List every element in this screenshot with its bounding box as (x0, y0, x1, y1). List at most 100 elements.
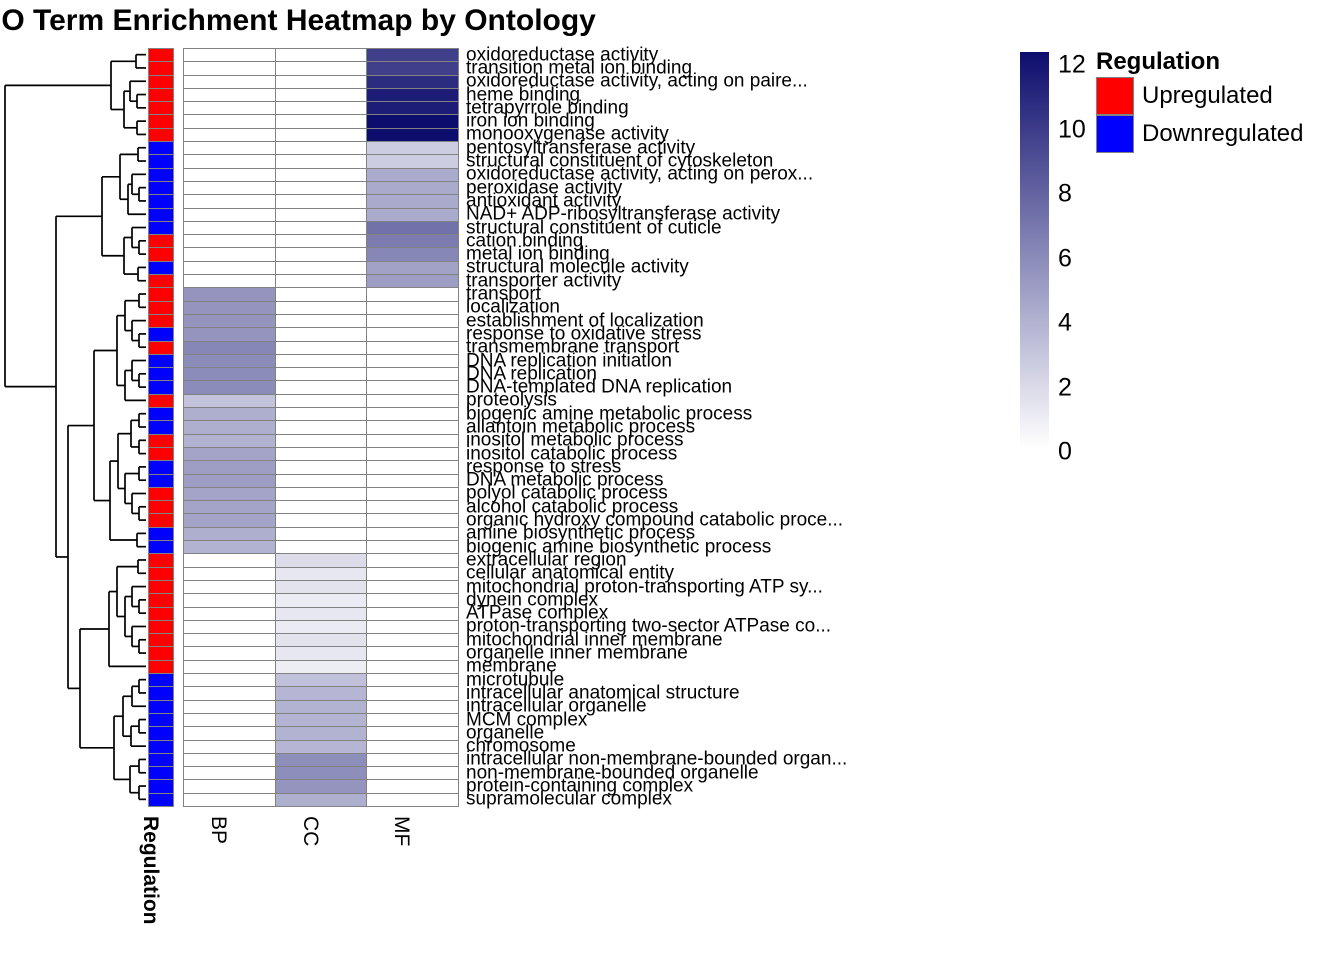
column-label: BP (206, 816, 230, 845)
row-label: cellular anatomical entity (466, 562, 675, 584)
heatmap-cell (274, 141, 368, 156)
heatmap-cell (366, 141, 460, 156)
heatmap-cell (366, 633, 460, 648)
heatmap-cell (183, 234, 276, 249)
heatmap-cell (366, 513, 460, 528)
row-label: intracellular anatomical structure (466, 682, 740, 704)
column-label: CC (298, 816, 322, 847)
heatmap-cell (274, 327, 368, 342)
regulation-cell (148, 260, 174, 276)
row-label: supramolecular complex (466, 788, 672, 810)
heatmap-cell (366, 247, 460, 262)
heatmap-cell (274, 167, 368, 183)
heatmap-cell (366, 726, 460, 741)
heatmap-cell (274, 726, 368, 741)
regulation-cell (148, 659, 174, 675)
heatmap-cell (183, 712, 276, 728)
heatmap-cell (183, 353, 276, 369)
regulation-cell (148, 726, 174, 741)
row-label: pentosyltransferase activity (466, 137, 696, 159)
heatmap-cell (366, 752, 460, 768)
heatmap-cell (183, 260, 276, 276)
row-label: proteolysis (466, 389, 557, 411)
heatmap-cell (183, 766, 276, 781)
row-label: biogenic amine biosynthetic process (466, 536, 772, 558)
heatmap-cell (183, 526, 276, 542)
heatmap-cell (274, 593, 368, 608)
heatmap-cell (274, 180, 368, 196)
heatmap-cell (183, 167, 276, 183)
regulation-cell (148, 220, 174, 236)
row-label: membrane (466, 655, 557, 677)
heatmap-cell (274, 579, 368, 595)
row-label: intracellular organelle (466, 695, 647, 717)
regulation-cell (148, 486, 174, 502)
row-label: DNA replication (466, 363, 597, 385)
heatmap-cell (274, 300, 368, 316)
heatmap-cell (274, 260, 368, 276)
heatmap-cell (366, 114, 460, 129)
heatmap-cell (183, 726, 276, 741)
heatmap-cell (274, 194, 368, 209)
colorbar-tick-label: 4 (1058, 308, 1072, 337)
heatmap-cell (274, 526, 368, 542)
row-label: polyol catabolic process (466, 482, 668, 504)
row-label: DNA replication initiation (466, 350, 672, 371)
heatmap-cell (183, 127, 276, 143)
heatmap-cell (274, 74, 368, 90)
heatmap-cell (366, 300, 460, 316)
regulation-cell (148, 101, 174, 116)
heatmap-cell (274, 127, 368, 143)
heatmap-cell (366, 101, 460, 116)
row-label: oxidoreductase activity (466, 44, 659, 66)
heatmap-cell (274, 606, 368, 621)
heatmap-cell (274, 393, 368, 409)
heatmap-cell (183, 699, 276, 715)
row-label: cation binding (466, 230, 584, 252)
colorbar-gradient (1020, 52, 1049, 448)
regulation-cell (148, 766, 174, 781)
heatmap-cell (274, 287, 368, 302)
row-label: oxidoreductase activity, acting on perox… (466, 163, 814, 185)
heatmap-cell (274, 779, 368, 794)
row-label: DNA metabolic process (466, 469, 664, 491)
heatmap-cell (366, 566, 460, 582)
row-label: allantoin metabolic process (466, 416, 696, 438)
regulation-cell (148, 287, 174, 302)
regulation-cell (148, 473, 174, 489)
row-label: inositol catabolic process (466, 443, 678, 465)
heatmap-cell (366, 194, 460, 209)
heatmap-cell (183, 407, 276, 422)
heatmap-cell (183, 486, 276, 502)
heatmap-cell (274, 792, 368, 808)
regulation-cell (148, 234, 174, 249)
heatmap-cell (274, 513, 368, 528)
row-label: transport (466, 283, 541, 305)
row-label: protein-containing complex (466, 775, 694, 797)
row-label: MCM complex (466, 709, 588, 731)
heatmap-cell (274, 739, 368, 754)
regulation-cell (148, 367, 174, 382)
heatmap-cell (366, 593, 460, 608)
heatmap-cell (366, 646, 460, 661)
regulation-cell (148, 327, 174, 342)
heatmap-cell (366, 792, 460, 808)
regulation-cell (148, 127, 174, 143)
heatmap-cell (366, 407, 460, 422)
row-label: monooxygenase activity (466, 123, 669, 145)
row-label: NAD+ ADP-ribosyltransferase activity (466, 203, 781, 225)
heatmap-cell (274, 340, 368, 356)
row-label: microtubule (466, 669, 565, 691)
heatmap-cell (274, 673, 368, 688)
heatmap-cell (366, 327, 460, 342)
heatmap-cell (366, 486, 460, 502)
regulation-cell (148, 154, 174, 169)
heatmap-cell (183, 220, 276, 236)
regulation-cell (148, 579, 174, 595)
heatmap-cell (366, 207, 460, 223)
heatmap-cell (366, 699, 460, 715)
heatmap-cell (183, 74, 276, 90)
heatmap-cell (183, 327, 276, 342)
heatmap-cell (366, 553, 460, 568)
regulation-cell (148, 141, 174, 156)
